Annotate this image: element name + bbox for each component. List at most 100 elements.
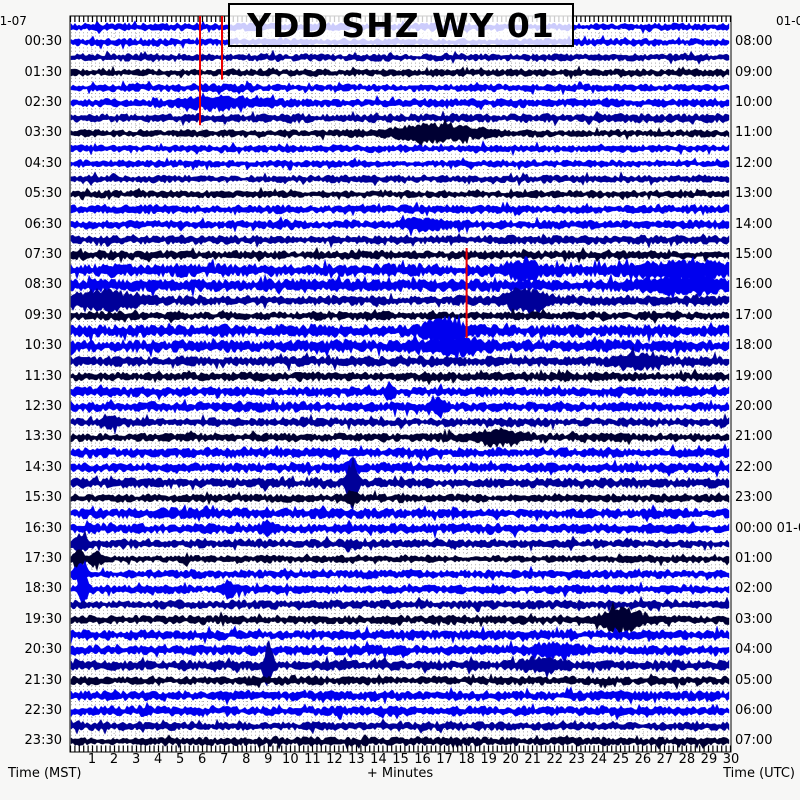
- seismic-trace-row: [70, 529, 730, 553]
- minute-tick-label: 1: [87, 752, 97, 767]
- time-label-utc: 14:00: [735, 216, 773, 232]
- time-label-utc: 20:00: [735, 399, 773, 414]
- time-label-utc: 23:00: [735, 490, 773, 506]
- time-label-utc: 15:00: [735, 247, 773, 262]
- minute-tick-label: 3: [131, 752, 141, 767]
- station-title-box: YDD SHZ WY 01: [228, 3, 574, 47]
- minute-tick-label: 18: [458, 752, 475, 767]
- seismic-trace-row: [70, 118, 730, 149]
- minute-tick-label: 4: [153, 752, 163, 767]
- time-label-mst: 10:30: [24, 338, 62, 354]
- time-label-utc: 12:00: [735, 155, 773, 171]
- seismic-trace-row: [70, 201, 730, 217]
- time-label-utc: 08:00: [735, 34, 773, 50]
- minute-tick-label: 30: [722, 752, 740, 767]
- seismic-trace-row: [70, 456, 730, 485]
- seismic-trace-row: [70, 549, 730, 574]
- minute-tick-label: 22: [546, 752, 563, 767]
- minute-tick-label: 29: [700, 752, 718, 767]
- time-label-utc: 16:00: [735, 277, 773, 293]
- seismic-trace-row: [70, 368, 730, 386]
- minute-tick-label: 25: [612, 752, 630, 767]
- time-label-utc: 00:00 01-08: [735, 520, 800, 536]
- minute-tick-label: 27: [656, 752, 674, 767]
- seismic-trace-row: [70, 345, 730, 372]
- time-label-utc: 07:00: [735, 733, 773, 749]
- minute-tick-label: 20: [502, 752, 519, 767]
- seismic-trace-row: [70, 595, 730, 613]
- time-label-mst: 16:30: [24, 520, 62, 536]
- minute-tick-label: 16: [414, 752, 431, 767]
- time-label-mst: 19:30: [24, 611, 62, 627]
- minute-tick-label: 15: [392, 752, 409, 767]
- seismic-trace-row: [70, 157, 730, 171]
- seismic-trace-row: [70, 640, 730, 687]
- minute-tick-label: 19: [480, 752, 497, 767]
- time-label-mst: 15:30: [24, 490, 62, 506]
- seismic-trace-row: [70, 92, 730, 114]
- time-label-utc: 06:00: [735, 703, 773, 718]
- seismic-trace-row: [70, 443, 730, 462]
- seismic-trace-row: [70, 232, 730, 249]
- time-label-mst: 00:30: [24, 34, 62, 50]
- seismic-trace-row: [70, 266, 730, 301]
- minute-tick-label: 28: [678, 752, 696, 767]
- time-label-utc: 18:00: [735, 338, 773, 354]
- date-label-left: 01-07: [0, 14, 27, 28]
- seismic-trace-row: [70, 110, 730, 127]
- time-label-mst: 21:30: [24, 672, 62, 688]
- time-label-mst: 22:30: [24, 703, 62, 718]
- axis-caption-minutes: + Minutes: [366, 766, 434, 781]
- seismic-trace-row: [70, 380, 730, 401]
- seismic-trace-row: [70, 333, 730, 364]
- minute-tick-label: 21: [524, 752, 541, 767]
- time-label-mst: 18:30: [24, 581, 62, 597]
- time-label-utc: 21:00: [735, 429, 773, 445]
- seismic-trace-row: [70, 171, 730, 187]
- axis-caption-mst: Time (MST): [8, 766, 82, 781]
- seismic-trace-row: [70, 394, 730, 420]
- minute-tick-label: 14: [370, 752, 387, 767]
- seismic-trace-row: [70, 503, 730, 523]
- seismic-trace-row: [70, 307, 730, 325]
- time-label-mst: 07:30: [24, 247, 62, 262]
- seismic-trace-row: [70, 214, 730, 237]
- minute-tick-label: 7: [220, 752, 229, 767]
- time-label-utc: 10:00: [735, 95, 773, 110]
- red-event-markers: [199, 16, 468, 338]
- time-label-mst: 01:30: [24, 64, 62, 80]
- seismic-trace-row: [70, 673, 730, 690]
- seismic-trace-row: [70, 456, 730, 511]
- minute-tick-label: 9: [264, 752, 273, 767]
- time-label-mst: 02:30: [24, 95, 62, 110]
- time-label-utc: 11:00: [735, 125, 773, 141]
- time-label-utc: 13:00: [735, 186, 773, 202]
- seismic-trace-row: [70, 701, 730, 721]
- date-label-right: 01-07: [776, 14, 800, 28]
- minute-tick-label: 8: [242, 752, 251, 767]
- minute-tick-label: 11: [304, 752, 321, 767]
- seismic-trace-row: [70, 734, 730, 750]
- seismic-trace-row: [70, 80, 730, 96]
- seismic-trace-row: [70, 65, 730, 80]
- time-label-mst: 08:30: [24, 277, 62, 293]
- seismic-trace-row: [70, 314, 730, 345]
- seismic-trace-row: [70, 560, 730, 589]
- time-label-mst: 11:30: [24, 368, 62, 384]
- time-label-mst: 14:30: [24, 459, 62, 475]
- minute-tick-label: 17: [436, 752, 453, 767]
- time-label-mst: 05:30: [24, 186, 62, 202]
- minute-tick-label: 12: [326, 752, 343, 767]
- seismic-trace-row: [70, 246, 730, 264]
- seismic-trace-row: [70, 639, 730, 665]
- minute-tick-label: 5: [176, 752, 185, 767]
- station-title: YDD SHZ WY 01: [247, 5, 555, 45]
- time-label-utc: 19:00: [735, 368, 773, 384]
- time-label-utc: 01:00: [735, 551, 773, 566]
- minute-tick-label: 10: [282, 752, 299, 767]
- seismic-trace-row: [70, 49, 730, 65]
- time-label-utc: 04:00: [735, 642, 773, 658]
- minute-tick-label: 23: [568, 752, 586, 767]
